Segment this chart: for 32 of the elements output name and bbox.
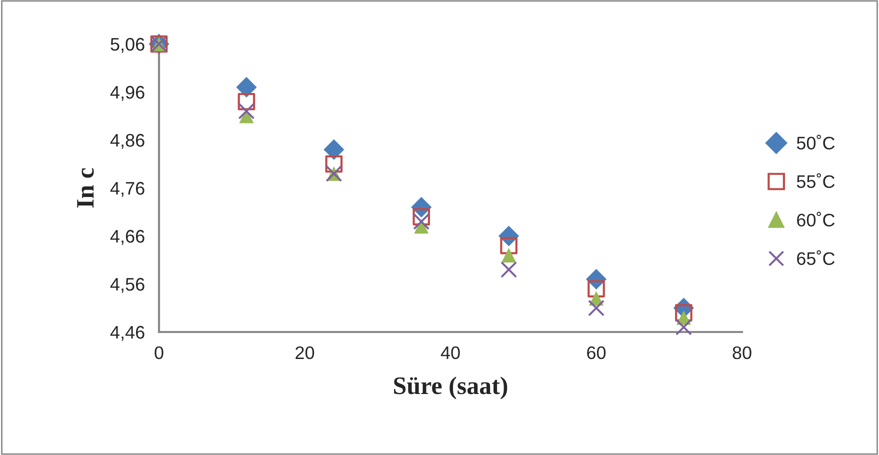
y-axis-title: In c: [77, 168, 94, 208]
y-tick-label: 4,66: [110, 230, 144, 245]
point: [325, 155, 343, 173]
point: [502, 248, 516, 262]
point: [413, 213, 430, 230]
x-tick-label: 40: [440, 346, 460, 360]
point: [675, 318, 692, 336]
point: [500, 261, 518, 278]
point: [500, 236, 518, 254]
point: [238, 102, 255, 120]
legend-label: 60˚C: [797, 212, 835, 226]
x-tick-label: 60: [587, 346, 606, 360]
x-tick-label: 0: [154, 346, 164, 360]
x-tick-label: 20: [296, 346, 314, 360]
y-tick-label: 4,96: [110, 86, 144, 101]
point: [588, 280, 605, 298]
legend-label: 65˚C: [797, 250, 835, 265]
x-axis-title: Süre (saat): [394, 376, 508, 400]
point: [588, 300, 605, 316]
point: [324, 139, 344, 160]
x-tick-label: 80: [732, 346, 752, 360]
point: [238, 92, 256, 110]
y-tick-label: 4,46: [110, 326, 144, 341]
point: [412, 208, 430, 226]
y-tick-label: 4,56: [110, 278, 144, 293]
legend-label: 55˚C: [796, 173, 835, 188]
point: [236, 76, 257, 98]
y-tick-label: 5,06: [110, 38, 144, 53]
legend-label: 50˚C: [796, 134, 835, 150]
y-tick-label: 4,86: [110, 134, 144, 149]
y-tick-label: 4,76: [110, 182, 144, 197]
point: [675, 304, 692, 322]
